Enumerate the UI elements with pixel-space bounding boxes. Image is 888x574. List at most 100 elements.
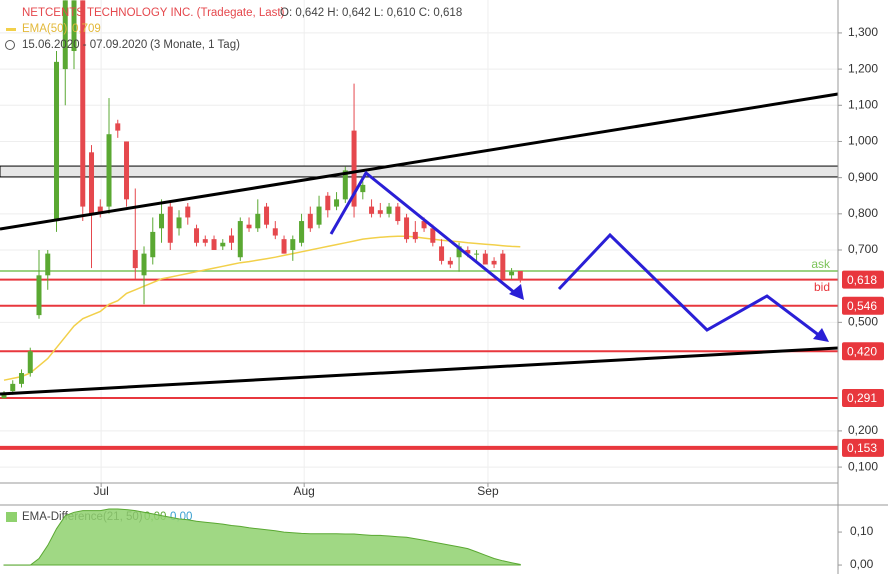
projection-line <box>329 170 516 295</box>
candle-body <box>281 239 287 254</box>
candle-body <box>220 242 226 247</box>
price-tag-label: 0,618 <box>847 273 877 287</box>
candle-body <box>474 253 480 255</box>
price-tag <box>842 270 884 289</box>
candle-body <box>10 383 16 392</box>
candle-body <box>509 271 515 276</box>
y-tick-label: 0,900 <box>848 170 878 184</box>
ema-name: EMA(50) <box>22 23 68 35</box>
y-tick-label: 1,300 <box>848 25 878 39</box>
x-tick-label: Aug <box>293 484 314 498</box>
candle-body <box>456 246 462 258</box>
candle-body <box>132 250 138 269</box>
candle-body <box>54 61 60 222</box>
candle-body <box>386 206 392 214</box>
candle-body <box>360 184 366 193</box>
candle-body <box>19 373 25 384</box>
y-tick-label: 1,000 <box>848 134 878 148</box>
y-tick-label: 0,500 <box>848 315 878 329</box>
projection-line <box>557 232 821 338</box>
candle-body <box>71 0 77 52</box>
ema-value: 0,709 <box>72 23 101 35</box>
candle-body <box>395 206 401 222</box>
candle-body <box>194 228 200 243</box>
candle-body <box>45 253 51 276</box>
x-tick-label: Jul <box>93 484 108 498</box>
candle-body <box>150 231 156 258</box>
price-tag <box>842 342 884 361</box>
price-tag <box>842 296 884 315</box>
candle-body <box>447 260 453 265</box>
bid-label: bid <box>814 280 830 294</box>
y-tick-label: 0,800 <box>848 206 878 220</box>
candle-body <box>369 206 375 214</box>
candle-body <box>351 130 357 207</box>
candle-body <box>482 253 488 265</box>
candle-body <box>246 224 252 229</box>
y-tick-label: 0,00 <box>850 557 874 571</box>
candle-body <box>97 206 103 214</box>
y-tick-label: 0,200 <box>848 423 878 437</box>
y-tick-label: 0,100 <box>848 459 878 473</box>
trend-line <box>0 92 839 231</box>
candle-body <box>89 152 95 214</box>
candle-body <box>176 217 182 229</box>
candle-body <box>36 275 42 316</box>
ask-label: ask <box>811 257 831 271</box>
candle-body <box>430 228 436 243</box>
candle-body <box>159 213 165 229</box>
candle-body <box>307 213 313 229</box>
candle-body <box>290 239 296 251</box>
candle-body <box>325 195 331 211</box>
candle-body <box>27 351 33 374</box>
candle-body <box>80 0 86 207</box>
y-tick-label: 0,700 <box>848 242 878 256</box>
candle-body <box>229 235 235 243</box>
candle-body <box>167 206 173 243</box>
candle-body <box>412 231 418 240</box>
candle-body <box>62 0 68 70</box>
period: 15.06.2020 - 07.09.2020 <box>22 39 147 51</box>
y-tick-label: 1,100 <box>848 97 878 111</box>
price-tag <box>842 438 884 457</box>
candle-body <box>316 206 322 225</box>
candle-body <box>1 394 7 399</box>
y-tick-label: 0,10 <box>850 524 874 538</box>
candle-body <box>185 206 191 218</box>
candle-body <box>299 221 305 243</box>
candle-body <box>439 246 445 261</box>
price-tag-label: 0,153 <box>847 441 877 455</box>
candle-body <box>465 250 471 254</box>
x-tick-label: Sep <box>477 484 499 498</box>
arrow-head <box>509 284 524 300</box>
span: (3 Monate, 1 Tag) <box>150 39 240 51</box>
candle-body <box>404 217 410 240</box>
indicator-swatch <box>6 512 17 522</box>
y-tick-label: 1,200 <box>848 61 878 75</box>
candle-body <box>255 213 261 229</box>
candle-body <box>377 210 383 214</box>
candle-body <box>124 141 130 200</box>
candle-body <box>115 123 121 131</box>
candle-body <box>491 260 497 265</box>
candle-body <box>106 134 112 207</box>
candle-body <box>237 221 243 258</box>
candle-body <box>334 199 340 207</box>
candle-body <box>211 239 217 251</box>
clock-icon <box>5 40 15 50</box>
candle-body <box>342 170 348 200</box>
trend-line <box>0 346 839 396</box>
candle-body <box>272 228 278 236</box>
candle-body <box>500 253 506 279</box>
price-tag <box>842 388 884 407</box>
candle-body <box>141 253 147 276</box>
title: NETCENTS TECHNOLOGY INC. (Tradegate, Las… <box>22 7 285 19</box>
ema-legend-swatch <box>6 28 16 31</box>
drawings <box>0 92 839 396</box>
indicator-area <box>3 508 521 566</box>
candle-body <box>517 270 523 280</box>
quote: O: 0,642 H: 0,642 L: 0,610 C: 0,618 <box>280 7 462 19</box>
arrow-head <box>813 328 829 342</box>
candle-body <box>264 206 270 225</box>
